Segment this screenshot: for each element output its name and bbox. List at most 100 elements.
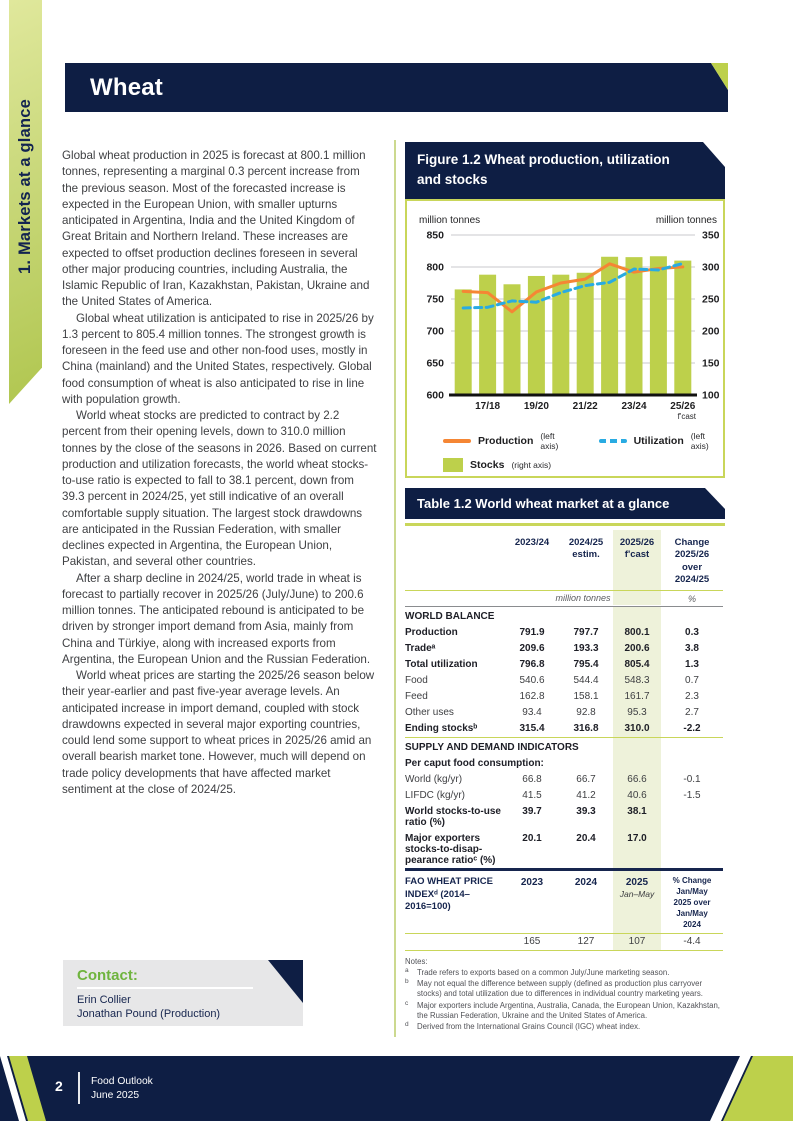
table-title: Table 1.2 World wheat market at a glance xyxy=(417,496,670,511)
table-header: Table 1.2 World wheat market at a glance xyxy=(405,488,725,519)
table-cell xyxy=(661,803,723,808)
wheat-chart: million tonnes million tonnes 600 100 650 150… xyxy=(419,215,720,421)
table-cell: 1.3 xyxy=(685,659,699,671)
table-row: Food 540.6 544.4 548.3 0.7 xyxy=(405,672,723,689)
figure-header: Figure 1.2 Wheat production, utilization… xyxy=(405,142,725,199)
table-cell: 93.4 xyxy=(522,707,542,719)
figure-panel: million tonnes million tonnes 600 100 650 150… xyxy=(405,199,725,478)
right-tick-label: 350 xyxy=(702,230,720,242)
row-label: SUPPLY AND DEMAND INDICATORS xyxy=(405,741,579,753)
table-header-underline xyxy=(405,523,725,526)
table-row: Ending stocksᵇ 315.4 316.8 310.0 -2.2 xyxy=(405,720,723,738)
paragraph: World wheat prices are starting the 2025… xyxy=(62,669,375,796)
table-cell: 800.1 xyxy=(613,624,661,641)
contact-heading: Contact: xyxy=(77,967,138,984)
table-cell: 316.8 xyxy=(573,723,599,735)
table-cell: 66.8 xyxy=(522,773,542,785)
table-cell: 791.9 xyxy=(519,627,545,639)
note-marker: c xyxy=(405,999,409,1007)
left-tick-label: 650 xyxy=(426,358,444,370)
table-cell: 2024 xyxy=(574,877,598,889)
table-cell xyxy=(661,755,723,760)
table-row: Total utilization 796.8 795.4 805.4 1.3 xyxy=(405,656,723,673)
row-label: Feed xyxy=(405,691,428,703)
legend-utilization-label: Utilization xyxy=(633,435,684,447)
table-cell: 66.6 xyxy=(613,771,661,788)
table-cell: -4.4 xyxy=(683,936,701,948)
table-cell: 797.7 xyxy=(573,627,599,639)
legend-stocks-note: (right axis) xyxy=(511,460,552,470)
left-tick-label: 850 xyxy=(426,230,444,242)
column-divider xyxy=(394,140,396,1037)
row-label: FAO WHEAT PRICE INDEXᵈ (2014–2016=100) xyxy=(405,876,493,913)
table-row: Per caput food consumption: xyxy=(405,755,723,772)
table-cell: million tonnes xyxy=(505,591,661,606)
table-cell: 200.6 xyxy=(613,640,661,657)
footer-page-number: 2 xyxy=(55,1078,63,1094)
stocks-bar xyxy=(576,272,594,395)
table-cell xyxy=(661,830,723,835)
footer-band: 2 Food Outlook June 2025 xyxy=(0,1056,793,1121)
market-table: 2023/24 2024/25 estim. 2025/26 f'cast Chang… xyxy=(405,530,723,951)
table-cell: 39.7 xyxy=(522,805,542,817)
row-label: Production xyxy=(405,627,458,639)
table-cell: 66.7 xyxy=(576,773,596,785)
x-tick-label: 19/20 xyxy=(524,401,549,412)
table-row: LIFDC (kg/yr) 41.5 41.2 40.6 -1.5 xyxy=(405,787,723,804)
table-notes: Notes: a Trade refers to exports based on … xyxy=(405,957,723,1032)
legend-stocks: Stocks (right axis) xyxy=(443,458,551,472)
left-tick-label: 750 xyxy=(426,294,444,306)
table-cell: 38.1 xyxy=(613,803,661,831)
table-row: World (kg/yr) 66.8 66.7 66.6 -0.1 xyxy=(405,771,723,788)
table-cell xyxy=(661,738,723,743)
table-row: Production 791.9 797.7 800.1 0.3 xyxy=(405,624,723,641)
table-cell: 127 xyxy=(577,936,595,948)
table-cell xyxy=(613,737,661,756)
row-label: WORLD BALANCE xyxy=(405,611,495,623)
row-label: Total utilization xyxy=(405,659,478,671)
table-cell: 41.5 xyxy=(522,789,542,801)
paragraph: Global wheat utilization is anticipated … xyxy=(62,311,374,406)
stocks-bar xyxy=(552,274,570,395)
stocks-bar xyxy=(674,260,692,395)
table-cell: 2023/24 xyxy=(514,537,550,548)
table-cell: 315.4 xyxy=(519,723,545,735)
right-tick-label: 250 xyxy=(702,294,720,306)
legend-stocks-label: Stocks xyxy=(470,459,505,471)
note-text: Derived from the International Grains Co… xyxy=(417,1021,641,1031)
sidebar-tab xyxy=(9,0,42,404)
table-row: FAO WHEAT PRICE INDEXᵈ (2014–2016=100) 20… xyxy=(405,871,723,934)
table-cell: 41.2 xyxy=(576,789,596,801)
table-row: Tradeᵃ 209.6 193.3 200.6 3.8 xyxy=(405,640,723,657)
forecast-note: f'cast xyxy=(678,412,697,421)
table-cell: 20.4 xyxy=(576,832,596,844)
table-cell: % xyxy=(687,593,696,604)
table-cell: 2.3 xyxy=(685,691,699,703)
footer-publication: Food Outlook xyxy=(91,1076,153,1087)
table-row: Major exporters stocks-to-disap­pearance… xyxy=(405,830,723,872)
right-tick-label: 100 xyxy=(702,390,720,402)
table-cell xyxy=(405,591,505,596)
right-tick-label: 300 xyxy=(702,262,720,274)
table-cell: 165 xyxy=(523,936,541,948)
table-cell: 805.4 xyxy=(613,656,661,673)
contact-name: Jonathan Pound (Production) xyxy=(77,1008,221,1021)
row-label: Other uses xyxy=(405,707,454,719)
footer-left-stripes xyxy=(0,1056,46,1121)
table-cell xyxy=(405,530,505,535)
legend-utilization: Utilization (left axis) xyxy=(598,431,723,451)
table-cell: 310.0 xyxy=(613,720,661,737)
footer-divider xyxy=(78,1072,80,1104)
table-cell: 2023 xyxy=(520,877,544,889)
right-tick-label: 150 xyxy=(702,358,720,370)
contact-name: Erin Collier xyxy=(77,994,131,1006)
left-tick-label: 700 xyxy=(426,326,444,338)
right-tick-label: 200 xyxy=(702,326,720,338)
note-text: Trade refers to exports based on a commo… xyxy=(417,968,670,978)
table-row: Feed 162.8 158.1 161.7 2.3 xyxy=(405,688,723,705)
table-cell: 3.8 xyxy=(685,643,699,655)
table-cell: 795.4 xyxy=(573,659,599,671)
table-cell: 0.7 xyxy=(685,675,699,687)
article-text: Global wheat production in 2025 is forec… xyxy=(62,148,379,798)
